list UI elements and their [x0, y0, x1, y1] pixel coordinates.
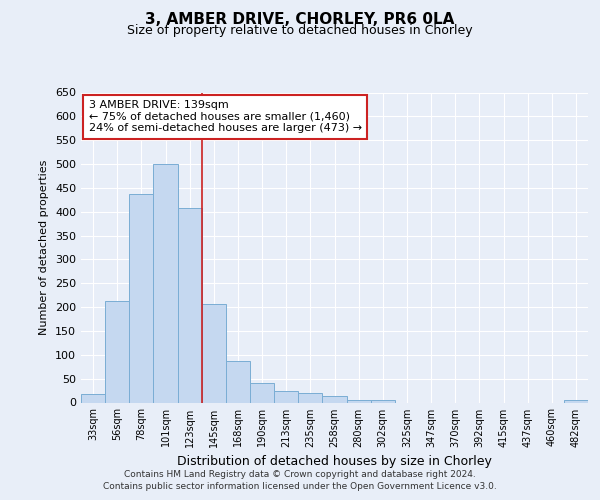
Bar	[178, 208, 202, 402]
Bar	[564, 400, 588, 402]
Bar	[347, 400, 371, 402]
Text: 3, AMBER DRIVE, CHORLEY, PR6 0LA: 3, AMBER DRIVE, CHORLEY, PR6 0LA	[145, 12, 455, 28]
Bar	[154, 164, 178, 402]
Text: Size of property relative to detached houses in Chorley: Size of property relative to detached ho…	[127, 24, 473, 37]
Bar	[371, 400, 395, 402]
Bar	[226, 361, 250, 403]
Text: Contains HM Land Registry data © Crown copyright and database right 2024.: Contains HM Land Registry data © Crown c…	[124, 470, 476, 479]
Bar	[322, 396, 347, 402]
Bar	[298, 393, 322, 402]
Bar	[129, 194, 154, 402]
Bar	[274, 391, 298, 402]
Bar	[81, 394, 105, 402]
Y-axis label: Number of detached properties: Number of detached properties	[40, 160, 49, 335]
Text: 3 AMBER DRIVE: 139sqm
← 75% of detached houses are smaller (1,460)
24% of semi-d: 3 AMBER DRIVE: 139sqm ← 75% of detached …	[89, 100, 362, 134]
X-axis label: Distribution of detached houses by size in Chorley: Distribution of detached houses by size …	[177, 455, 492, 468]
Text: Contains public sector information licensed under the Open Government Licence v3: Contains public sector information licen…	[103, 482, 497, 491]
Bar	[105, 301, 129, 402]
Bar	[250, 384, 274, 402]
Bar	[202, 304, 226, 402]
